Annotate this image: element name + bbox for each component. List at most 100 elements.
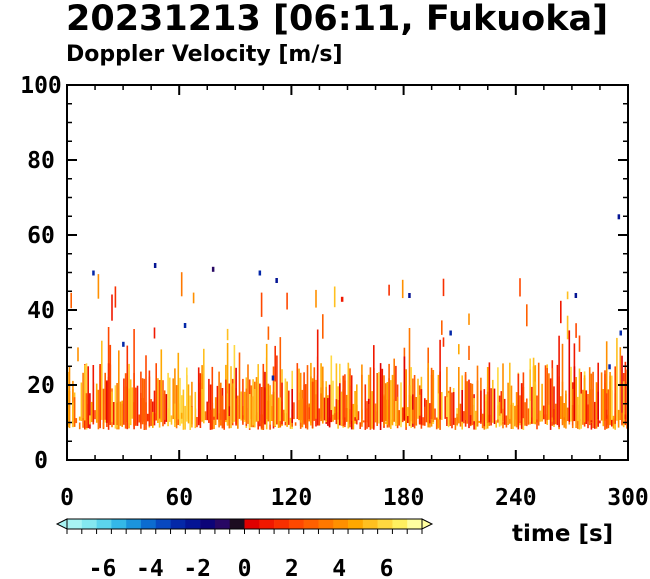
echo-segment: [395, 365, 397, 423]
echo-segment: [264, 387, 266, 425]
echo-segment: [347, 362, 350, 428]
echo-segment: [424, 406, 426, 426]
echo-segment: [471, 383, 474, 426]
echo-segment: [277, 397, 280, 428]
colorbar-swatch: [244, 519, 260, 529]
echo-segment: [158, 380, 161, 421]
echo-segment: [213, 416, 215, 420]
echo-segment: [374, 403, 377, 423]
echo-segment: [97, 389, 100, 430]
colorbar-swatch: [377, 519, 393, 529]
echo-segment: [543, 405, 545, 420]
echo-point: [92, 270, 95, 276]
echo-segment: [269, 385, 271, 425]
colorbar-swatch: [155, 519, 171, 529]
echo-segment: [272, 366, 275, 427]
echo-segment: [118, 350, 120, 430]
y-tick-label: 100: [20, 73, 62, 99]
echo-segment: [114, 286, 117, 308]
x-tick-label: 180: [383, 485, 425, 511]
echo-segment: [327, 398, 329, 426]
echo-segment: [243, 419, 246, 422]
echo-segment: [577, 396, 579, 422]
echo-segment: [621, 412, 623, 426]
echo-segment: [541, 383, 543, 422]
echo-segment: [345, 408, 348, 422]
echo-segment: [260, 292, 263, 317]
echo-segment: [107, 363, 110, 430]
echo-segment: [415, 397, 418, 426]
echo-segment: [265, 343, 268, 420]
echo-segment: [255, 377, 258, 422]
echo-segment: [141, 378, 144, 425]
colorbar-swatch: [259, 519, 275, 529]
echo-segment: [187, 384, 190, 424]
echo-segment: [401, 407, 404, 423]
echo-segment: [310, 362, 312, 426]
echo-segment: [352, 403, 355, 430]
echo-segment: [570, 366, 572, 422]
echo-segment: [432, 370, 435, 422]
echo-segment: [332, 414, 334, 422]
echo-segment: [191, 406, 193, 428]
echo-segment: [531, 386, 533, 424]
echo-segment: [500, 421, 503, 424]
echo-segment: [437, 393, 440, 420]
echo-segment: [284, 378, 287, 422]
colorbar-swatch: [111, 519, 127, 529]
echo-segment: [498, 401, 501, 425]
echo-segment: [554, 404, 557, 425]
echo-segment: [502, 363, 504, 421]
echo-segment: [281, 382, 283, 425]
echo-segment: [539, 410, 542, 422]
echo-segment: [313, 367, 316, 421]
echo-segment: [237, 395, 239, 429]
colorbar-swatch: [170, 519, 186, 529]
echo-segment: [267, 383, 270, 421]
echo-segment: [587, 404, 589, 429]
echo-segment: [517, 373, 520, 430]
echo-point: [271, 375, 275, 381]
echo-segment: [427, 367, 429, 428]
echo-segment: [214, 397, 217, 425]
echo-segment: [320, 393, 322, 422]
echo-segment: [537, 362, 540, 426]
echo-segment: [238, 352, 241, 419]
echo-segment: [529, 400, 531, 422]
echo-segment: [301, 398, 304, 428]
echo-segment: [167, 372, 169, 426]
echo-segment: [165, 394, 168, 422]
echo-segment: [446, 397, 448, 424]
echo-segment: [89, 415, 91, 425]
echo-segment: [590, 420, 593, 423]
echo-segment: [619, 347, 622, 420]
echo-segment: [483, 389, 486, 427]
echo-segment: [364, 384, 367, 430]
echo-segment: [111, 294, 113, 321]
echo-segment: [446, 417, 448, 426]
echo-segment: [407, 416, 409, 423]
echo-segment: [507, 382, 509, 425]
echo-segment: [548, 404, 550, 420]
echo-segment: [480, 390, 482, 423]
x-tick-label: 0: [60, 485, 74, 511]
echo-segment: [315, 379, 317, 419]
echo-segment: [99, 365, 101, 420]
echo-segment: [109, 364, 112, 424]
colorbar-swatch: [67, 519, 83, 529]
echo-segment: [316, 329, 319, 426]
y-tick-label: 20: [27, 373, 55, 399]
echo-segment: [434, 408, 436, 420]
echo-segment: [303, 372, 305, 425]
echo-segment: [441, 320, 443, 335]
echo-segment: [602, 389, 605, 425]
echo-segment: [456, 413, 458, 421]
colorbar-swatch: [288, 519, 304, 529]
chart-subtitle: Doppler Velocity [m/s]: [66, 42, 343, 67]
echo-segment: [522, 418, 525, 430]
colorbar-tick-label: 2: [285, 556, 299, 579]
echo-segment: [529, 369, 531, 425]
echo-segment: [186, 367, 188, 422]
echo-segment: [148, 370, 151, 427]
echo-segment: [571, 405, 574, 426]
